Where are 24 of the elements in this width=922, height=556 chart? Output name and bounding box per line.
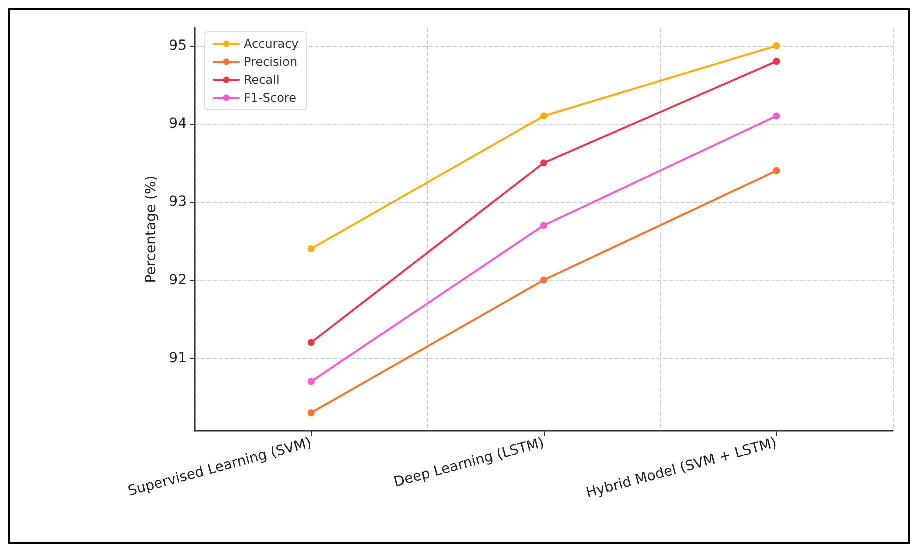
- point: [308, 410, 315, 417]
- y-tick-label: 93: [169, 194, 187, 210]
- y-tick-label: 95: [169, 38, 187, 54]
- legend-label: Recall: [244, 73, 280, 87]
- y-axis-title: Percentage (%): [143, 176, 160, 284]
- point: [773, 42, 780, 50]
- legend-label: Precision: [244, 55, 298, 69]
- point: [540, 276, 548, 284]
- legend-label: Accuracy: [244, 37, 299, 51]
- point: [308, 339, 315, 346]
- x-tick-label: Deep Learning (LSTM): [392, 435, 546, 491]
- point: [540, 160, 548, 167]
- y-tick-label: 92: [169, 272, 187, 288]
- point: [773, 58, 780, 66]
- y-tick-label: 94: [169, 116, 188, 132]
- point: [773, 112, 780, 120]
- point: [773, 167, 780, 174]
- point: [308, 246, 315, 253]
- legend-label: F1-Score: [244, 91, 296, 105]
- y-tick-label: 91: [169, 350, 187, 366]
- x-tick-label: Hybrid Model (SVM + LSTM): [584, 435, 779, 502]
- point: [540, 222, 548, 230]
- point: [540, 112, 548, 120]
- point: [308, 378, 315, 386]
